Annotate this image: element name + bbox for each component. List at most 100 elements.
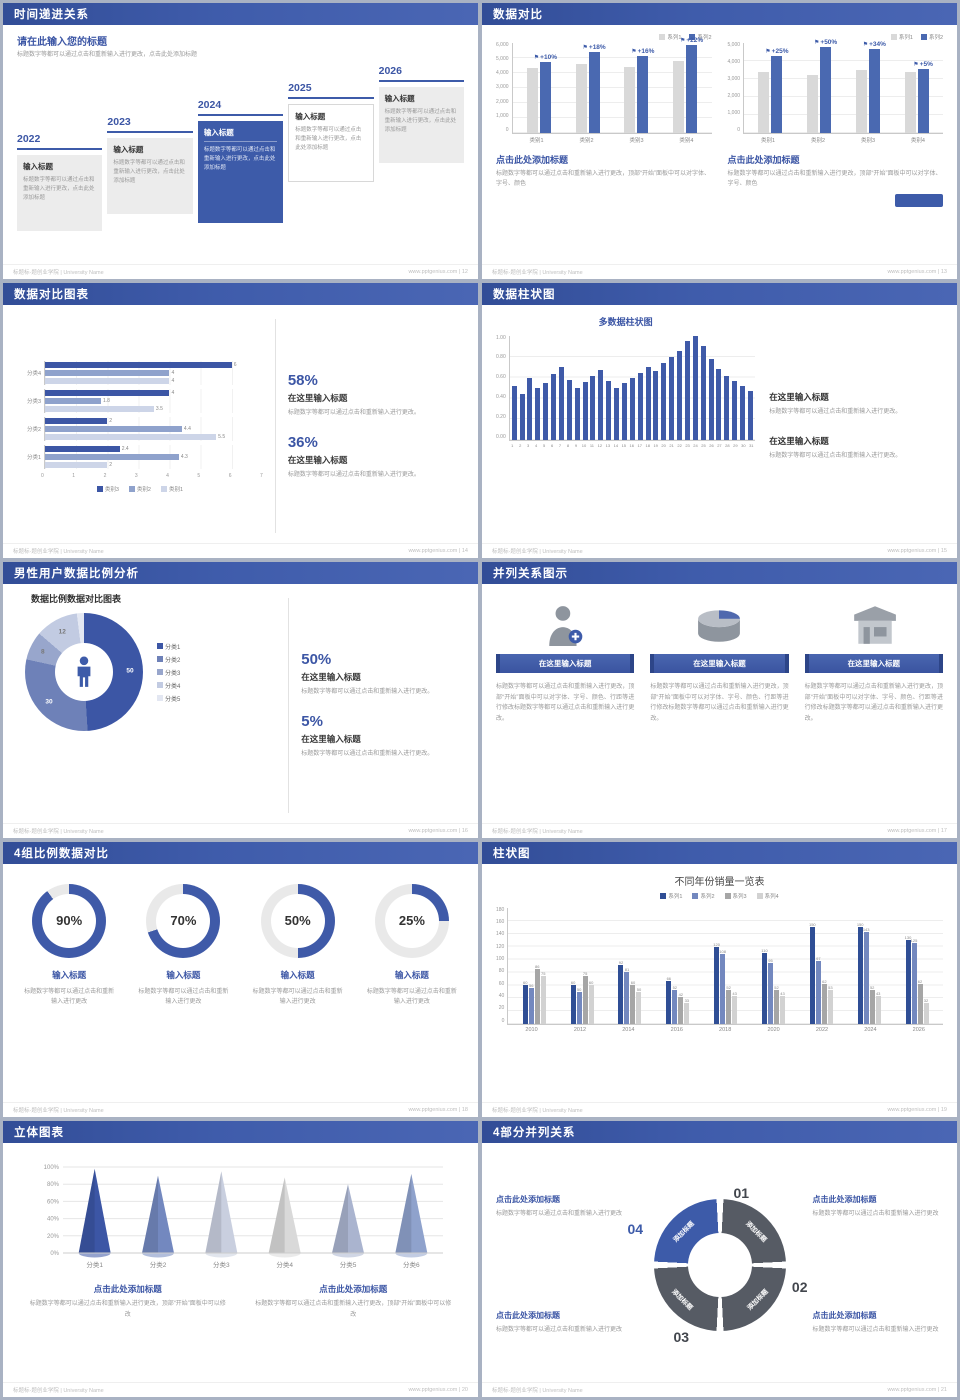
- panel-heading: 点击此处添加标题: [496, 155, 569, 165]
- bar: [551, 373, 557, 440]
- bar-value: 52: [726, 984, 731, 990]
- bar: ⚑ +10%: [534, 54, 557, 133]
- y-tick: 100: [496, 956, 505, 963]
- y-tick: 60: [498, 980, 505, 987]
- bar-value: 43: [732, 990, 737, 996]
- slide-18-ratio-rings: 4组比例数据对比 90% 输入标题 标题数字等都可以通过点击和重新输入进行更改 …: [3, 841, 478, 1118]
- svg-text:40%: 40%: [46, 1217, 59, 1223]
- text-panel: 在这里输入标题 标题数字等都可以通过点击和重新输入进行更改。 在这里输入标题 标…: [755, 313, 943, 540]
- x-tick: 0: [41, 472, 44, 479]
- bar: [519, 393, 525, 440]
- bar: ⚑ +5%: [913, 61, 933, 133]
- cone-chart-wrap: 0% 20% 40% 60% 80% 100% 分类1 分类2 分类3 分类4 分类5 分类6: [17, 1151, 464, 1275]
- bar: ⚑ +50%: [814, 39, 837, 133]
- timeline-item-2023: 2023 输入标题 标题数字等都可以通过点击和重新输入进行更改，点击此处添加标题: [107, 116, 193, 231]
- bar: [527, 377, 533, 440]
- y-tick: 20: [498, 1005, 505, 1012]
- progress-ring: 25%: [374, 883, 449, 958]
- card-body: 标题数字等都可以通过点击和重新输入进行更改，点击此处添加标题: [23, 177, 95, 201]
- stat-title: 在这里输入标题: [301, 672, 361, 683]
- column-title-banner: 在这里输入标题: [496, 654, 635, 674]
- bar-row: 1.8: [45, 397, 263, 404]
- bar-value: 2.4: [121, 445, 129, 452]
- segmented-ring-diagram: 添加标题 添加标题 添加标题 添加标题 01 02 03 04: [628, 1185, 808, 1345]
- bar: [558, 366, 564, 440]
- legend-item: 分类3: [157, 668, 180, 677]
- male-figure-icon: [77, 656, 91, 688]
- bar: [590, 375, 596, 440]
- ring-percent: 70%: [156, 893, 211, 948]
- bar: [45, 405, 154, 412]
- slide-header: 时间递进关系: [3, 3, 478, 25]
- card-body: 标题数字等都可以通过点击和重新输入进行更改，点击此处添加标题: [203, 147, 276, 171]
- chart-title: 多数据柱状图: [598, 316, 653, 327]
- bar: 75: [582, 971, 588, 1024]
- y-tick: 3,000: [727, 76, 741, 82]
- text-block: 在这里输入标题 标题数字等都可以通过点击和重新输入进行更改。: [769, 391, 943, 417]
- stat-value: 50%: [301, 651, 332, 669]
- y-tick: 0.80: [496, 354, 506, 361]
- category-label: 分类4: [26, 370, 41, 377]
- stats-panel: 50% 在这里输入标题 标题数字等都可以通过点击和重新输入进行更改。 5% 在这…: [301, 592, 464, 819]
- ratio-item-3: 50% 输入标题 标题数字等都可以通过点击和重新输入进行更改: [246, 883, 350, 1103]
- block-body: 标题数字等都可以通过点击和重新输入进行更改: [496, 1327, 623, 1334]
- x-tick: 11: [589, 442, 594, 448]
- bar-value: 42: [678, 991, 684, 997]
- legend: 系列1 系列2: [496, 33, 712, 41]
- bar-group: 150 143 52 43: [856, 908, 881, 1024]
- legend-label: 分类4: [165, 683, 181, 690]
- slide-footer: 标题标-题创业学院 | University Name www.pptgeniu…: [3, 263, 478, 279]
- block-title: 点击此处添加标题: [496, 1194, 560, 1204]
- y-axis: 5,000 4,000 3,000 2,000 1,000 0: [728, 43, 744, 133]
- footer-page-number: 20: [461, 1387, 468, 1393]
- card-title: 输入标题: [113, 145, 144, 154]
- y-tick: 4,000: [727, 59, 741, 65]
- bar-row: 5.5: [45, 433, 263, 440]
- slide-header: 男性用户数据比例分析: [3, 562, 478, 585]
- parallel-column-3: 在这里输入标题 标题数字等都可以通过点击和重新输入进行更改，顶部“开始”面板中可…: [804, 598, 943, 823]
- bar: 108: [719, 949, 726, 1024]
- x-tick: 16: [629, 442, 634, 448]
- bar: [677, 350, 683, 440]
- bar-row: 3.5: [45, 405, 263, 412]
- x-tick: 3: [134, 472, 138, 479]
- bar: [614, 387, 620, 440]
- x-tick: 2: [519, 442, 522, 448]
- bar-value: 4.4: [183, 425, 191, 432]
- footer-org: 标题标-题创业学院 | University Name: [13, 1388, 104, 1394]
- bar-value: 150: [856, 921, 864, 927]
- bar: [758, 72, 770, 133]
- axis-pad: [17, 473, 41, 479]
- segment-number: 03: [673, 1328, 690, 1345]
- timeline-item-2022: 2022 输入标题 标题数字等都可以通过点击和重新输入进行更改，点击此处添加标题: [17, 133, 103, 231]
- slide-12-time-progression: 时间递进关系 请在此输入您的标题 标题数字等都可以通过点击和重新输入进行更改，点…: [3, 3, 478, 279]
- accent-button: [895, 194, 943, 208]
- x-tick: 2010: [525, 1026, 538, 1033]
- y-tick: 1,000: [496, 112, 509, 119]
- timeline-year: 2023: [107, 116, 193, 133]
- panel-heading: 点击此处添加标题: [727, 155, 800, 165]
- y-tick: 5,000: [727, 42, 741, 48]
- plot-area: ⚑ +10% ⚑ +18% ⚑ +16% ⚑ +22%: [511, 37, 712, 134]
- svg-text:分类2: 分类2: [149, 1260, 166, 1269]
- bar: [855, 70, 867, 133]
- item-title: 输入标题: [394, 969, 429, 980]
- flag-icon: ⚑: [533, 55, 540, 61]
- bar: [45, 389, 170, 396]
- x-tick: 2020: [767, 1026, 780, 1033]
- bar-value: 2: [109, 417, 113, 424]
- bar-group: 60 56 86 75: [522, 908, 546, 1024]
- slide-13-data-comparison: 数据对比 系列1 系列2 6,000 5,000 4,000 3,000 2,000 1,0…: [482, 3, 957, 279]
- bar: [566, 379, 572, 440]
- y-axis: 180 160 140 120 100 80 60 40 20 0: [496, 906, 507, 1024]
- slide-15-column-chart: 数据柱状图 多数据柱状图 1.00 0.80 0.60 0.40 0.20 0.00 1 2 3…: [482, 282, 957, 559]
- block-title: 点击此处添加标题: [812, 1194, 877, 1204]
- bar-value: 56: [529, 982, 534, 988]
- bar: ⚑ +18%: [583, 44, 606, 133]
- slide-body: 数据比例数据对比图表 50 30 8 12 分类1 分类2 分类3 分类4 分类5: [3, 584, 478, 823]
- bar: 60: [630, 980, 636, 1024]
- x-tick: 5: [197, 472, 201, 479]
- y-tick: 180: [496, 906, 505, 913]
- plot-column: 1 2 3 4 5 6 7 8 9 10 11 12 13 14 15 16 17 18 19 20 21 22 23 24 2…: [508, 335, 756, 448]
- bar-group: ⚑ +50%: [807, 39, 837, 133]
